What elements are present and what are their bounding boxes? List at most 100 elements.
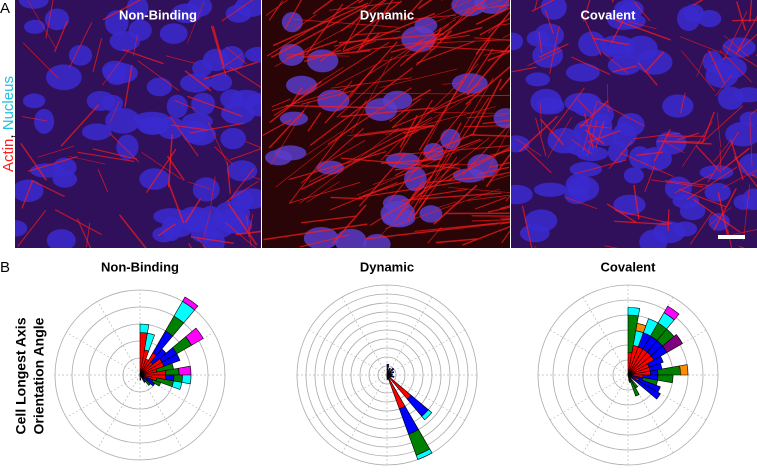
nucleus <box>592 128 618 147</box>
fiber <box>227 202 258 246</box>
wedge-segment <box>656 328 675 347</box>
fiber <box>539 103 543 136</box>
fiber <box>174 99 196 110</box>
fiber <box>124 65 133 108</box>
fiber <box>210 176 216 206</box>
fiber <box>417 137 490 196</box>
fiber <box>413 196 429 218</box>
nucleus <box>187 0 213 17</box>
nucleus <box>192 59 213 77</box>
fiber <box>399 14 457 21</box>
fiber <box>664 140 703 143</box>
nucleus <box>191 92 216 116</box>
fiber <box>719 49 752 83</box>
fiber <box>207 121 229 166</box>
fiber <box>354 92 470 95</box>
fiber <box>167 134 173 188</box>
fiber <box>487 51 510 62</box>
fiber <box>742 184 751 241</box>
fiber <box>633 185 640 220</box>
fiber <box>109 133 140 163</box>
nucleus <box>612 123 637 148</box>
separator: , <box>0 130 17 138</box>
nucleus <box>380 200 416 226</box>
nucleus <box>34 108 55 134</box>
fiber <box>433 111 510 114</box>
nucleus <box>265 149 293 166</box>
wedge-segment <box>398 405 419 435</box>
fiber <box>723 11 748 61</box>
fiber <box>340 0 386 32</box>
fiber <box>471 215 510 217</box>
nucleus <box>146 77 173 97</box>
fiber <box>447 186 510 193</box>
fiber <box>203 210 211 237</box>
fiber <box>466 114 506 119</box>
fiber <box>499 76 510 91</box>
nucleus <box>739 111 757 127</box>
fiber <box>686 166 738 201</box>
wedge-segment <box>155 362 174 373</box>
fiber <box>695 145 720 172</box>
fiber <box>716 112 722 148</box>
fiber <box>45 0 54 39</box>
nucleus <box>525 209 558 232</box>
nucleus <box>139 168 170 190</box>
nucleus <box>236 188 261 210</box>
fiber <box>399 23 450 67</box>
fiber <box>475 6 510 26</box>
fiber <box>634 1 651 22</box>
fiber <box>677 132 700 141</box>
fiber <box>325 140 366 164</box>
fiber <box>21 180 34 209</box>
fiber <box>229 66 261 88</box>
fiber <box>521 205 533 248</box>
fiber <box>679 92 686 114</box>
fiber <box>587 129 621 143</box>
nucleus <box>220 127 247 150</box>
nucleus <box>179 73 212 93</box>
fiber <box>221 53 243 69</box>
wedge-segment <box>637 378 661 393</box>
nucleus <box>18 0 49 9</box>
wedge-segment <box>144 332 155 352</box>
fiber <box>518 115 559 153</box>
micrographs <box>15 0 757 248</box>
fiber <box>354 30 401 36</box>
fiber <box>327 87 412 145</box>
wedge-segment <box>185 327 204 346</box>
nucleus <box>181 112 213 130</box>
fiber <box>539 118 564 146</box>
fiber <box>582 102 598 152</box>
fiber <box>342 16 363 51</box>
wedge-segment <box>386 363 390 371</box>
fiber <box>380 63 479 161</box>
panel-title: Covalent <box>581 7 637 22</box>
fiber <box>285 104 386 109</box>
fiber <box>610 15 627 44</box>
fiber <box>225 46 247 64</box>
spoke <box>97 301 141 376</box>
fiber <box>597 100 645 127</box>
fiber <box>592 37 629 46</box>
fiber <box>392 90 483 129</box>
fiber <box>619 152 674 177</box>
nucleus <box>607 141 629 163</box>
nucleus <box>15 179 44 203</box>
nucleus <box>565 173 591 196</box>
fiber <box>109 101 120 123</box>
fiber <box>312 0 334 15</box>
fiber <box>225 180 259 203</box>
wedge-segment <box>641 377 658 386</box>
fiber <box>27 0 56 48</box>
fiber <box>54 209 102 235</box>
fiber <box>369 168 461 227</box>
nucleus <box>662 94 694 118</box>
fiber <box>288 150 387 181</box>
wedge-segment <box>182 296 199 311</box>
fiber <box>627 21 657 30</box>
fiber <box>491 4 510 7</box>
nucleus <box>602 43 635 59</box>
fiber <box>465 65 510 106</box>
fiber <box>548 87 585 135</box>
